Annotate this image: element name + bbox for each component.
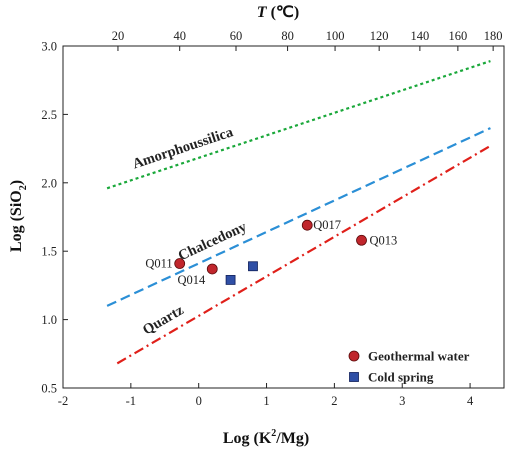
y-tick-label: 2.5 (41, 108, 57, 122)
x-axis: -2 -1 0 1 2 3 4 (58, 383, 474, 408)
x-tick-label: 3 (399, 394, 405, 408)
x-axis-title: Log (K2/Mg) (223, 428, 309, 447)
top-tick-label: 60 (230, 29, 243, 43)
y-tick-label: 0.5 (41, 382, 57, 396)
geothermal-point (206, 263, 218, 275)
y-axis-title-sub: 2 (18, 185, 29, 190)
x-tick-label: 4 (467, 394, 474, 408)
top-axis-title-symbol: T (257, 4, 268, 21)
top-tick-label: 120 (370, 29, 389, 43)
x-axis-title-sup: 2 (271, 428, 276, 439)
top-axis-title-unit: (℃) (267, 4, 300, 21)
curve-label-quartz: Quartz (140, 302, 187, 338)
y-tick-label: 3.0 (41, 40, 57, 54)
top-tick-label: 180 (484, 29, 503, 43)
curve-group (106, 60, 491, 365)
curve-label-group: Amorphoussilica Chalcedony Quartz (131, 124, 250, 338)
legend: Geothermal water Cold spring (348, 349, 470, 385)
geothermal-point (356, 234, 367, 246)
x-axis-title-main: Log (K (223, 430, 272, 447)
point-group (174, 219, 367, 285)
y-axis-title: Log (SiO2) (8, 180, 29, 252)
top-tick-label: 100 (326, 29, 345, 43)
legend-marker-geothermal (348, 350, 360, 362)
y-axis: 0.5 1.0 1.5 2.0 2.5 3.0 (41, 40, 68, 396)
curve-label-amorphous-silica: Amorphoussilica (131, 124, 236, 172)
point-label: Q013 (370, 233, 398, 247)
point-label: Q011 (145, 257, 172, 271)
top-tick-label: 140 (410, 29, 429, 43)
legend-label: Geothermal water (368, 349, 470, 364)
point-label: Q014 (177, 273, 206, 287)
y-tick-label: 2.0 (41, 176, 57, 190)
cold-spring-point (248, 261, 258, 272)
geothermal-point (174, 258, 186, 269)
top-tick-label: 20 (112, 29, 125, 43)
point-label: Q017 (313, 218, 341, 232)
x-tick-label: 1 (263, 394, 269, 408)
plot-frame (62, 45, 505, 389)
top-axis-title: T (℃) (257, 4, 299, 21)
y-axis-title-rest: ) (8, 180, 25, 185)
x-tick-label: -1 (126, 394, 136, 408)
top-tick-label: 40 (173, 29, 186, 43)
curve-label-chalcedony: Chalcedony (176, 219, 250, 265)
cold-spring-point (225, 275, 236, 285)
top-tick-label: 80 (281, 29, 294, 43)
point-label-group: Q011 Q014 Q017 Q013 (145, 218, 397, 287)
top-temperature-axis: 20 40 60 80 100 120 140 160 180 (112, 29, 503, 51)
y-tick-label: 1.0 (41, 313, 57, 327)
curve-amorphous-silica (106, 60, 491, 190)
y-axis-title-main: Log (SiO (8, 190, 25, 252)
curve-chalcedony (106, 127, 491, 307)
curve-quartz (116, 144, 491, 365)
x-tick-label: -2 (58, 394, 68, 408)
x-axis-title-rest: /Mg) (275, 430, 309, 447)
legend-label: Cold spring (368, 370, 434, 385)
geothermal-point (301, 219, 313, 231)
top-tick-label: 160 (448, 29, 467, 43)
x-tick-label: 0 (196, 394, 202, 408)
legend-marker-cold-spring (349, 372, 359, 382)
y-tick-label: 1.5 (41, 245, 57, 259)
x-tick-label: 2 (331, 394, 337, 408)
